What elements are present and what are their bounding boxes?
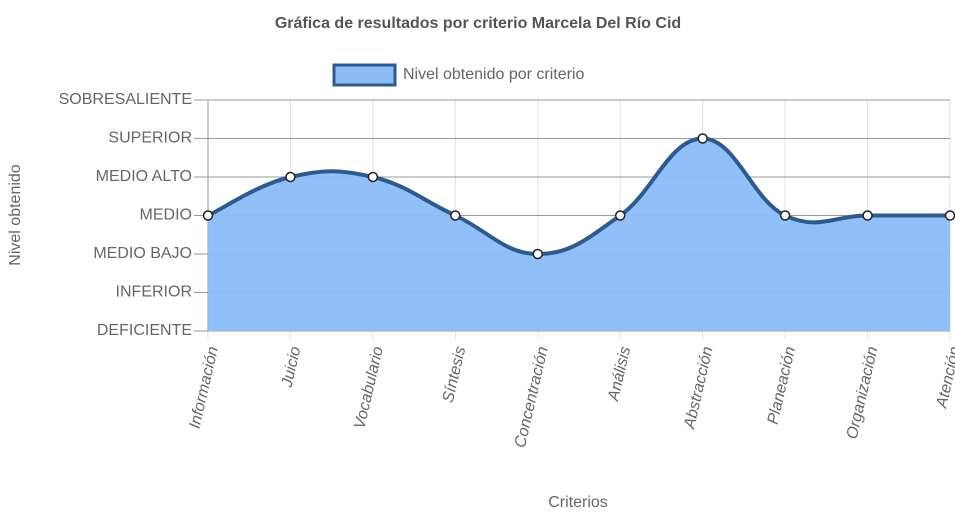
legend-swatch — [332, 63, 397, 87]
x-tick-label: Juicio — [278, 345, 304, 390]
x-tick-label: Análisis — [605, 345, 634, 404]
x-tick-label: Atención — [933, 345, 955, 411]
point — [202, 210, 214, 221]
y-tick-label: SOBRESALIENTE — [59, 91, 192, 108]
line — [207, 136, 950, 257]
legend-item: Nivel obtenido por criterio — [332, 63, 585, 87]
point — [697, 133, 708, 144]
chart-title: Gráfica de resultados por criterio Marce… — [275, 15, 681, 32]
point — [944, 210, 955, 221]
x-axis-title: Criterios — [548, 494, 608, 511]
x-tick-label: Información — [187, 345, 222, 430]
x-tick-label: Organización — [844, 345, 882, 441]
y-tick-label: SUPERIOR — [108, 130, 192, 147]
point — [285, 171, 296, 183]
area — [208, 138, 950, 331]
x-tick-label: Síntesis — [440, 345, 469, 404]
point — [614, 210, 626, 221]
legend-label: Nivel obtenido por criterio — [403, 66, 585, 83]
y-tick-label: DEFICIENTE — [97, 322, 192, 339]
point — [532, 248, 544, 260]
x-tick-label: Concentración — [512, 345, 552, 449]
point — [367, 171, 379, 183]
point — [862, 210, 873, 221]
point — [779, 210, 791, 221]
y-tick-label: INFERIOR — [116, 284, 192, 301]
y-tick-label: MEDIO — [140, 207, 192, 224]
point — [450, 210, 461, 221]
x-tick-label: Vocabulario — [351, 345, 386, 431]
y-tick-label: MEDIO ALTO — [96, 168, 192, 185]
y-axis-title: Nivel obtenido — [7, 164, 24, 266]
x-tick-label: Abstracción — [681, 345, 717, 431]
x-tick-label: Planeación — [765, 345, 799, 426]
y-tick-label: MEDIO BAJO — [93, 245, 192, 262]
